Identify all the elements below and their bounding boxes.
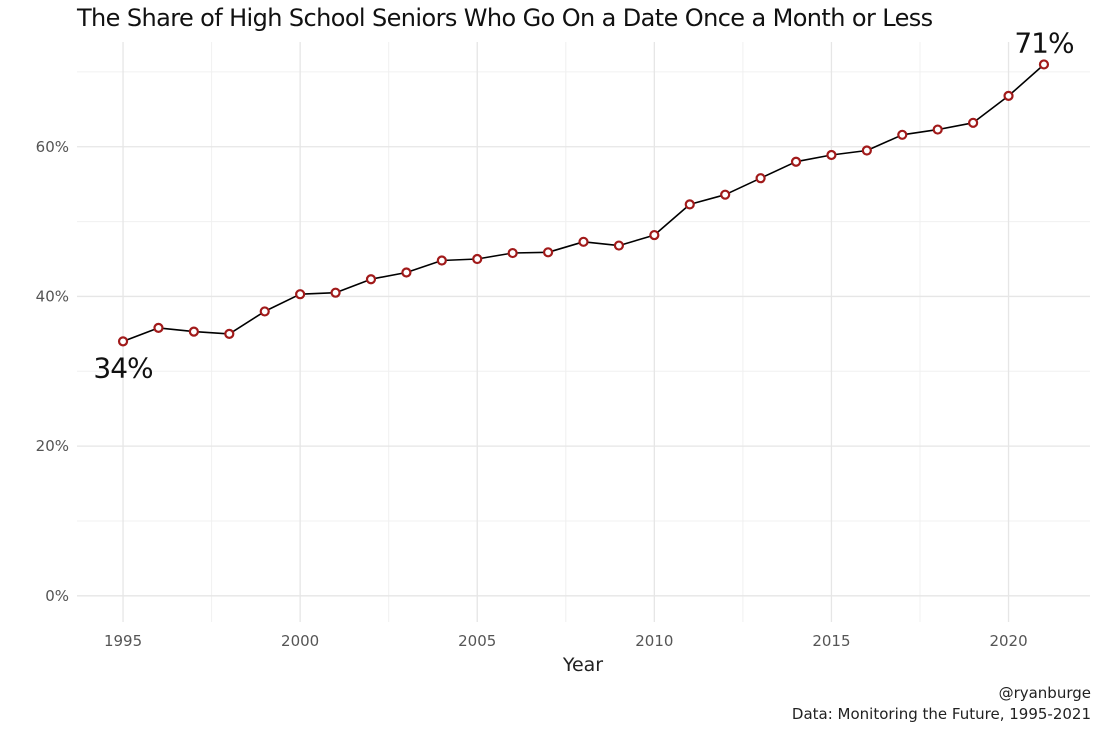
data-point	[436, 255, 447, 266]
data-point	[1038, 59, 1050, 70]
data-source: Data: Monitoring the Future, 1995-2021	[791, 705, 1091, 723]
major-gridlines	[77, 42, 1090, 622]
annotation-label: 71%	[1014, 26, 1074, 59]
data-point	[295, 289, 306, 300]
data-point	[365, 274, 377, 285]
data-point	[684, 199, 695, 210]
x-tick-label: 2000	[281, 632, 319, 650]
data-point	[224, 328, 235, 339]
data-point	[861, 145, 872, 156]
minor-gridlines	[77, 42, 1090, 622]
data-point	[153, 322, 164, 333]
data-point	[932, 124, 943, 135]
data-points	[117, 59, 1050, 347]
y-tick-label: 60%	[36, 138, 69, 156]
annotations: 34% 71%	[93, 26, 1075, 384]
data-point	[188, 326, 199, 337]
data-point	[542, 247, 554, 258]
data-point	[330, 287, 341, 298]
caption: @ryanburge Data: Monitoring the Future, …	[792, 683, 1091, 725]
data-point	[649, 229, 660, 241]
data-point	[897, 129, 908, 140]
x-tick-label: 2010	[635, 632, 673, 650]
data-point	[755, 173, 766, 184]
x-tick-label: 1995	[104, 632, 142, 650]
data-point	[117, 336, 129, 347]
data-point	[578, 236, 589, 247]
data-point	[472, 253, 483, 265]
data-point	[1003, 90, 1014, 101]
x-tick-label: 2020	[989, 632, 1027, 650]
series-line-path	[122, 63, 1045, 343]
data-point	[507, 247, 518, 259]
y-tick-label: 40%	[36, 287, 69, 305]
author-handle: @ryanburge	[998, 684, 1091, 702]
x-tick-label: 2015	[812, 632, 850, 650]
annotation-label: 34%	[93, 351, 153, 384]
x-axis-title: Year	[562, 654, 603, 676]
x-axis-tick-labels: 1995 2000 2005 2010 2015 2020	[104, 632, 1028, 650]
data-point	[826, 149, 837, 161]
data-point	[401, 267, 412, 278]
y-tick-label: 0%	[45, 587, 69, 605]
data-point	[790, 156, 802, 167]
series-line	[122, 63, 1045, 343]
data-point	[720, 189, 731, 200]
y-axis-tick-labels: 0% 20% 40% 60%	[36, 138, 69, 605]
x-tick-label: 2005	[458, 632, 496, 650]
y-tick-label: 20%	[36, 437, 69, 455]
data-point	[613, 240, 625, 251]
chart-title: The Share of High School Seniors Who Go …	[77, 4, 933, 32]
data-point	[259, 306, 270, 317]
data-point	[968, 117, 979, 128]
